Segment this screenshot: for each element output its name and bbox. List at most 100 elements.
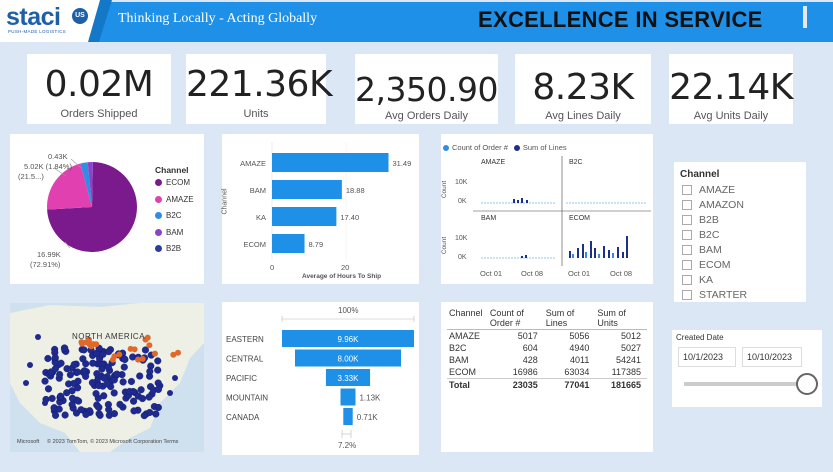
cell-channel: BAM <box>449 355 469 365</box>
cell-total-count: 23035 <box>512 380 538 390</box>
funnel-bar-central[interactable] <box>294 349 402 367</box>
region-funnel-chart[interactable]: EASTERN 9.96K CENTRAL 8.00K PACIFIC 3.33K MOUN… <box>222 302 419 455</box>
map-dot-canada <box>139 355 146 362</box>
logo-text: staci <box>6 3 61 31</box>
slicer-item-b2c[interactable]: B2C <box>682 229 719 241</box>
checkbox[interactable] <box>682 290 692 300</box>
slicer-item-label: B2B <box>699 214 719 226</box>
checkbox[interactable] <box>682 230 692 240</box>
pie-slice-b2c[interactable] <box>80 162 92 207</box>
pie-label-amaze-pct: (21.5...) <box>18 172 44 181</box>
map-dot <box>52 411 60 419</box>
map-dot <box>68 400 76 409</box>
pie-legend-item-bam[interactable]: BAM <box>155 228 183 237</box>
th-lines[interactable]: Sum of Lines <box>545 308 575 328</box>
map-visual[interactable] <box>10 303 204 452</box>
bar-ecom[interactable] <box>272 234 305 253</box>
map-dot <box>130 397 138 405</box>
pie-legend-item-ecom[interactable]: ECOM <box>155 178 190 187</box>
table-row[interactable]: BAM 428 4011 54241 <box>447 354 647 366</box>
date-range-handle[interactable] <box>796 373 818 395</box>
logo: staci <box>6 3 61 32</box>
map-dot <box>42 400 48 406</box>
slicer-item-ecom[interactable]: ECOM <box>682 259 731 271</box>
map-dot-canada <box>88 343 95 350</box>
table-row[interactable]: ECOM 16986 63034 117385 <box>447 366 647 379</box>
checkbox[interactable] <box>682 245 692 255</box>
pie-legend-item-b2b[interactable]: B2B <box>155 244 181 253</box>
panel-amaze-marks <box>513 198 528 203</box>
funnel-bar-pacific[interactable] <box>325 369 371 386</box>
cell-units: 117385 <box>611 367 641 377</box>
funnel-bar-canada[interactable] <box>343 408 353 425</box>
map-dot <box>27 362 33 368</box>
pie-chart[interactable] <box>10 134 204 284</box>
pie-legend-item-b2c[interactable]: B2C <box>155 211 182 220</box>
checkbox[interactable] <box>682 200 692 210</box>
th-units[interactable]: Sum of Units <box>597 308 626 328</box>
map-brand: Microsoft <box>17 439 40 445</box>
map-dot <box>70 379 78 388</box>
hours-to-ship-bar-chart[interactable]: AMAZE 31.49 BAM 18.88 KA 17.40 ECOM 8.79 <box>222 134 419 284</box>
slicer-item-amazon[interactable]: AMAZON <box>682 199 744 211</box>
date-slicer: Created Date 10/1/2023 10/10/2023 <box>672 330 822 407</box>
map-dot <box>61 344 69 352</box>
legend-label: B2B <box>166 244 182 253</box>
slicer-item-starter[interactable]: STARTER <box>682 289 747 301</box>
pie-slice-ecom[interactable] <box>47 162 138 253</box>
map-dot <box>61 411 69 419</box>
map-dot <box>110 410 118 418</box>
cell-count: 16986 <box>512 367 538 377</box>
start-date-input[interactable]: 10/1/2023 <box>678 347 736 367</box>
slicer-item-ka[interactable]: KA <box>682 274 713 286</box>
checkbox[interactable] <box>682 275 692 285</box>
bar-bam[interactable] <box>272 180 342 199</box>
table-row[interactable]: B2C 604 4940 5027 <box>447 342 647 354</box>
funnel-bar-mountain[interactable] <box>340 388 356 406</box>
slicer-item-label: AMAZE <box>699 184 736 196</box>
date-range-track[interactable] <box>684 382 808 386</box>
table-row[interactable]: AMAZE 5017 5056 5012 <box>447 330 647 343</box>
map-dot <box>141 346 149 354</box>
logo-subtitle: PUSH-MADE LOGISTICS <box>8 29 66 34</box>
panel-title-b2c: B2C <box>569 159 583 166</box>
x-tick-oct08-left: Oct 08 <box>521 269 544 278</box>
map-dot-canada <box>135 356 142 363</box>
cell-total-units: 181665 <box>610 380 641 390</box>
pie-slice-bam[interactable] <box>87 162 93 207</box>
map-dot <box>51 354 59 362</box>
x-tick-oct01-right: Oct 01 <box>568 269 591 278</box>
slicer-item-bam[interactable]: BAM <box>682 244 722 256</box>
bar-category-label: BAM <box>250 186 266 195</box>
bar-value-label: 18.88 <box>346 186 365 195</box>
funnel-bar-eastern[interactable] <box>282 330 414 347</box>
map-dot <box>95 382 103 390</box>
map-dot-canada <box>111 353 118 360</box>
map-dot-canada <box>78 339 85 346</box>
map-attribution: © 2023 TomTom, © 2023 Microsoft Corporat… <box>47 439 179 445</box>
small-multiples-chart[interactable] <box>441 134 653 284</box>
map-dot <box>57 392 65 400</box>
end-date-input[interactable]: 10/10/2023 <box>742 347 802 367</box>
checkbox[interactable] <box>682 260 692 270</box>
bar-amaze[interactable] <box>272 153 389 172</box>
checkbox[interactable] <box>682 215 692 225</box>
map-dot <box>96 411 104 419</box>
bar-ka[interactable] <box>272 207 337 226</box>
map-dot <box>167 390 173 396</box>
pie-legend-item-amaze[interactable]: AMAZE <box>155 195 194 204</box>
legend-dot <box>155 195 162 203</box>
tagline: Thinking Locally - Acting Globally <box>118 11 318 26</box>
map-card: NORTH AMERICA Microsoft © 2023 TomTom, ©… <box>10 303 204 452</box>
bar-category-label: AMAZE <box>240 159 266 168</box>
slicer-item-label: ECOM <box>699 259 731 271</box>
slicer-item-b2b[interactable]: B2B <box>682 214 719 226</box>
funnel-top-label: 100% <box>338 306 359 315</box>
slicer-item-label: AMAZON <box>699 199 744 211</box>
th-channel[interactable]: Channel <box>449 308 483 318</box>
kpi-avg-lines-daily: 8.23K Avg Lines Daily <box>515 54 651 124</box>
th-count[interactable]: Count of Order # <box>489 308 524 328</box>
pie-slice-amaze[interactable] <box>47 163 92 210</box>
slicer-item-amaze[interactable]: AMAZE <box>682 184 735 196</box>
checkbox[interactable] <box>682 185 692 195</box>
